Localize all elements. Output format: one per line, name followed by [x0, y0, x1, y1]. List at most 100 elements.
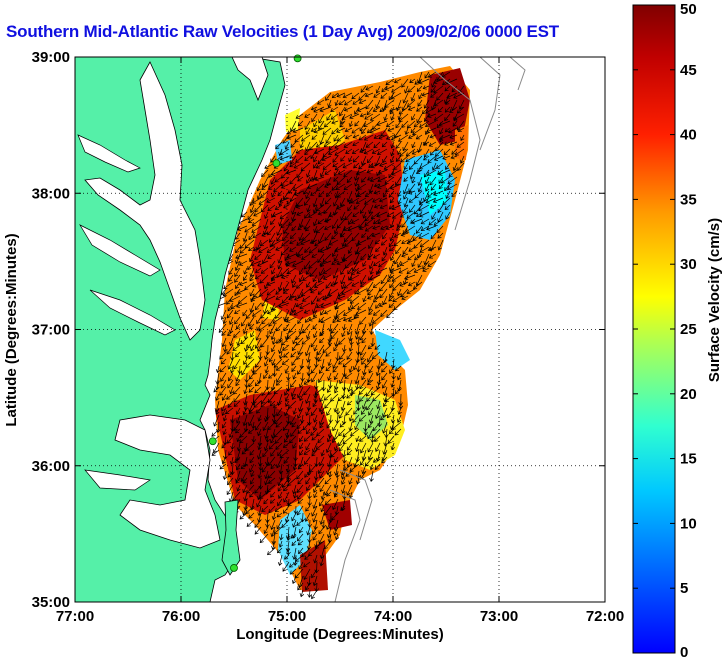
- velocity-arrow: [243, 267, 248, 275]
- velocity-arrow: [399, 260, 409, 266]
- velocity-arrow: [249, 449, 255, 456]
- velocity-arrow: [348, 120, 354, 128]
- velocity-arrow: [452, 162, 458, 172]
- velocity-arrow: [451, 190, 458, 198]
- velocity-arrow: [375, 365, 381, 377]
- velocity-arrow: [299, 449, 304, 456]
- velocity-arrow: [351, 386, 360, 394]
- velocity-arrow: [413, 267, 423, 273]
- velocity-arrow: [249, 477, 255, 485]
- velocity-arrow: [313, 554, 318, 564]
- velocity-arrow: [263, 358, 269, 367]
- velocity-arrow: [328, 470, 333, 478]
- velocity-arrow: [438, 183, 444, 190]
- colorbar-tick-label: 5: [680, 580, 688, 597]
- velocity-arrow: [289, 239, 297, 245]
- velocity-arrow: [333, 477, 339, 489]
- velocity-arrow: [229, 365, 235, 374]
- velocity-arrow: [427, 155, 437, 164]
- velocity-arrow: [220, 372, 227, 382]
- velocity-arrow: [413, 281, 423, 290]
- velocity-arrow: [415, 134, 423, 140]
- velocity-arrow: [243, 386, 248, 395]
- velocity-arrow: [354, 323, 360, 335]
- velocity-arrow: [239, 281, 248, 286]
- velocity-arrow: [401, 239, 409, 245]
- velocity-arrow: [267, 225, 276, 236]
- velocity-arrow: [226, 295, 234, 305]
- velocity-arrow: [236, 337, 241, 347]
- velocity-arrow: [264, 211, 269, 219]
- velocity-arrow: [380, 309, 388, 317]
- velocity-arrow: [359, 330, 367, 341]
- velocity-arrow: [220, 358, 227, 365]
- velocity-arrow: [272, 400, 283, 408]
- velocity-arrow: [255, 330, 262, 341]
- velocity-arrow: [315, 204, 325, 212]
- velocity-arrow: [222, 288, 234, 297]
- velocity-arrow: [304, 155, 311, 162]
- velocity-arrow: [296, 421, 304, 430]
- velocity-arrow: [375, 99, 381, 109]
- velocity-arrow: [388, 246, 395, 252]
- velocity-arrow: [338, 407, 346, 419]
- velocity-arrow: [324, 225, 332, 231]
- velocity-arrow: [318, 400, 325, 413]
- velocity-arrow: [348, 218, 353, 225]
- velocity-arrow: [347, 267, 353, 275]
- velocity-arrow: [298, 232, 304, 242]
- velocity-arrow: [298, 218, 304, 228]
- velocity-arrow: [324, 232, 332, 241]
- velocity-arrow: [409, 204, 416, 213]
- velocity-arrow: [395, 246, 402, 255]
- velocity-arrow: [272, 316, 283, 324]
- velocity-arrow: [417, 183, 423, 193]
- velocity-arrow: [314, 176, 325, 182]
- velocity-arrow: [401, 99, 409, 111]
- velocity-arrow: [331, 512, 339, 521]
- velocity-arrow: [296, 470, 304, 480]
- velocity-arrow: [334, 337, 339, 347]
- velocity-arrow: [303, 379, 311, 385]
- velocity-arrow: [386, 211, 395, 217]
- velocity-arrow: [404, 274, 416, 281]
- velocity-arrow: [268, 351, 276, 363]
- velocity-arrow: [239, 246, 248, 254]
- velocity-arrow: [243, 274, 248, 281]
- velocity-arrow: [226, 309, 234, 319]
- velocity-arrow: [452, 120, 458, 127]
- velocity-arrow: [226, 393, 234, 400]
- velocity-arrow: [363, 148, 374, 155]
- velocity-arrow: [346, 400, 353, 406]
- velocity-arrow: [254, 337, 262, 349]
- velocity-arrow: [275, 365, 283, 371]
- velocity-arrow: [373, 204, 381, 209]
- velocity-arrow: [320, 449, 325, 457]
- velocity-arrow: [278, 344, 283, 355]
- velocity-arrow: [242, 414, 248, 427]
- velocity-arrow: [284, 407, 290, 417]
- velocity-arrow: [444, 127, 451, 133]
- velocity-arrow: [349, 337, 354, 346]
- velocity-arrow: [347, 379, 353, 393]
- velocity-arrow: [398, 106, 409, 115]
- velocity-arrow: [281, 337, 290, 346]
- velocity-arrow: [313, 330, 318, 339]
- velocity-arrow: [330, 106, 339, 112]
- velocity-arrow: [304, 246, 311, 253]
- velocity-arrow: [322, 344, 332, 353]
- velocity-arrow: [320, 316, 332, 324]
- velocity-arrow: [343, 253, 353, 262]
- velocity-arrow: [292, 281, 297, 288]
- velocity-arrow: [355, 330, 360, 340]
- velocity-arrow: [371, 148, 381, 154]
- velocity-arrow: [386, 309, 395, 319]
- velocity-arrow: [255, 358, 262, 368]
- velocity-arrow: [385, 78, 395, 86]
- velocity-arrow: [303, 260, 311, 270]
- velocity-arrow: [433, 113, 444, 121]
- velocity-arrow: [368, 316, 374, 327]
- velocity-field-patch: [425, 68, 470, 145]
- velocity-arrow: [375, 85, 381, 94]
- velocity-arrow: [448, 127, 458, 134]
